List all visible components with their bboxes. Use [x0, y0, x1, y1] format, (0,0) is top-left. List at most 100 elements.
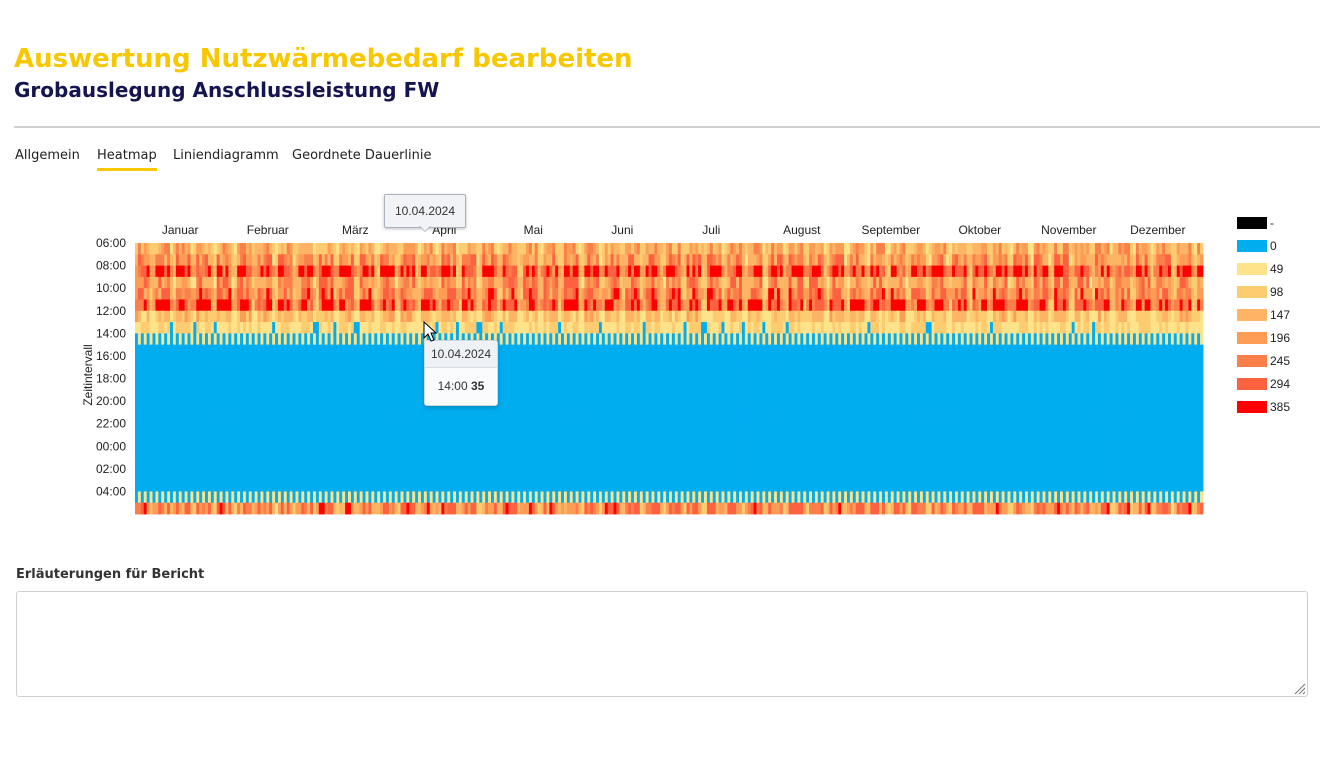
heatmap-cell[interactable]	[409, 344, 413, 357]
heatmap-cell[interactable]	[225, 389, 229, 402]
heatmap-cell[interactable]	[339, 468, 343, 481]
heatmap-cell[interactable]	[660, 480, 664, 492]
heatmap-cell[interactable]	[152, 389, 156, 402]
heatmap-cell[interactable]	[704, 367, 708, 379]
heatmap-cell[interactable]	[581, 333, 585, 346]
heatmap-cell[interactable]	[540, 276, 544, 289]
heatmap-cell[interactable]	[356, 243, 361, 255]
heatmap-cell[interactable]	[499, 310, 504, 323]
heatmap-cell[interactable]	[578, 401, 582, 413]
heatmap-cell[interactable]	[695, 423, 699, 436]
heatmap-cell[interactable]	[356, 412, 361, 425]
heatmap-cell[interactable]	[438, 243, 442, 255]
heatmap-cell[interactable]	[692, 378, 696, 391]
heatmap-cell[interactable]	[234, 344, 238, 357]
heatmap-cell[interactable]	[531, 367, 536, 379]
heatmap-cell[interactable]	[622, 254, 626, 266]
heatmap-cell[interactable]	[642, 446, 647, 458]
heatmap-cell[interactable]	[199, 367, 203, 379]
heatmap-cell[interactable]	[616, 254, 620, 266]
heatmap-cell[interactable]	[695, 254, 699, 266]
heatmap-cell[interactable]	[170, 265, 174, 278]
heatmap-cell[interactable]	[245, 480, 250, 492]
heatmap-cell[interactable]	[418, 288, 422, 300]
heatmap-cell[interactable]	[172, 276, 177, 289]
heatmap-cell[interactable]	[342, 243, 346, 255]
heatmap-cell[interactable]	[406, 502, 410, 515]
heatmap-cell[interactable]	[674, 480, 679, 492]
heatmap-cell[interactable]	[505, 355, 509, 368]
heatmap-cell[interactable]	[181, 491, 186, 504]
heatmap-cell[interactable]	[432, 310, 436, 323]
heatmap-cell[interactable]	[406, 322, 410, 334]
heatmap-cell[interactable]	[616, 468, 620, 481]
heatmap-cell[interactable]	[400, 401, 404, 413]
heatmap-cell[interactable]	[587, 412, 591, 425]
heatmap-cell[interactable]	[345, 254, 349, 266]
heatmap-cell[interactable]	[231, 468, 235, 481]
heatmap-cell[interactable]	[321, 299, 326, 312]
heatmap-cell[interactable]	[394, 288, 399, 300]
heatmap-cell[interactable]	[648, 243, 652, 255]
heatmap-cell[interactable]	[158, 491, 162, 504]
heatmap-cell[interactable]	[228, 288, 232, 300]
heatmap-cell[interactable]	[207, 491, 212, 504]
heatmap-cell[interactable]	[286, 355, 291, 368]
heatmap-cell[interactable]	[313, 333, 317, 346]
heatmap-cell[interactable]	[269, 333, 273, 346]
heatmap-cell[interactable]	[289, 322, 293, 334]
heatmap-cell[interactable]	[348, 333, 352, 346]
heatmap-cell[interactable]	[234, 401, 238, 413]
heatmap-cell[interactable]	[435, 434, 439, 447]
heatmap-cell[interactable]	[677, 322, 682, 334]
heatmap-cell[interactable]	[359, 446, 364, 458]
heatmap-cell[interactable]	[289, 502, 293, 515]
heatmap-cell[interactable]	[368, 389, 372, 402]
heatmap-cell[interactable]	[593, 299, 597, 312]
heatmap-cell[interactable]	[692, 434, 696, 447]
heatmap-cell[interactable]	[435, 457, 439, 470]
heatmap-cell[interactable]	[359, 378, 364, 391]
heatmap-cell[interactable]	[178, 344, 183, 357]
heatmap-cell[interactable]	[461, 322, 466, 334]
heatmap-cell[interactable]	[496, 412, 501, 425]
heatmap-cell[interactable]	[400, 378, 404, 391]
heatmap-cell[interactable]	[645, 254, 649, 266]
heatmap-cell[interactable]	[692, 367, 696, 379]
heatmap-cell[interactable]	[199, 389, 203, 402]
heatmap-cell[interactable]	[412, 367, 416, 379]
heatmap-cell[interactable]	[569, 389, 574, 402]
heatmap-cell[interactable]	[356, 333, 361, 346]
heatmap-cell[interactable]	[234, 310, 238, 323]
heatmap-cell[interactable]	[625, 310, 629, 323]
heatmap-cell[interactable]	[377, 310, 381, 323]
heatmap-cell[interactable]	[210, 355, 215, 368]
heatmap-cell[interactable]	[476, 480, 480, 492]
heatmap-cell[interactable]	[514, 265, 518, 278]
heatmap-cell[interactable]	[683, 401, 687, 413]
heatmap-cell[interactable]	[207, 446, 212, 458]
heatmap-cell[interactable]	[286, 243, 291, 255]
heatmap-cell[interactable]	[636, 502, 641, 515]
heatmap-cell[interactable]	[575, 401, 579, 413]
heatmap-cell[interactable]	[324, 333, 328, 346]
heatmap-cell[interactable]	[695, 389, 699, 402]
heatmap-cell[interactable]	[441, 457, 445, 470]
heatmap-cell[interactable]	[170, 344, 174, 357]
heatmap-cell[interactable]	[561, 254, 565, 266]
heatmap-cell[interactable]	[385, 322, 390, 334]
heatmap-cell[interactable]	[277, 310, 282, 323]
heatmap-cell[interactable]	[651, 446, 655, 458]
heatmap-cell[interactable]	[286, 310, 291, 323]
heatmap-cell[interactable]	[266, 423, 270, 436]
heatmap-cell[interactable]	[196, 299, 200, 312]
heatmap-cell[interactable]	[633, 412, 638, 425]
heatmap-cell[interactable]	[669, 457, 673, 470]
heatmap-cell[interactable]	[505, 344, 509, 357]
heatmap-cell[interactable]	[610, 310, 614, 323]
heatmap-cell[interactable]	[584, 389, 588, 402]
heatmap-cell[interactable]	[318, 276, 323, 289]
heatmap-cell[interactable]	[324, 367, 328, 379]
heatmap-cell[interactable]	[161, 412, 165, 425]
heatmap-cell[interactable]	[199, 457, 203, 470]
